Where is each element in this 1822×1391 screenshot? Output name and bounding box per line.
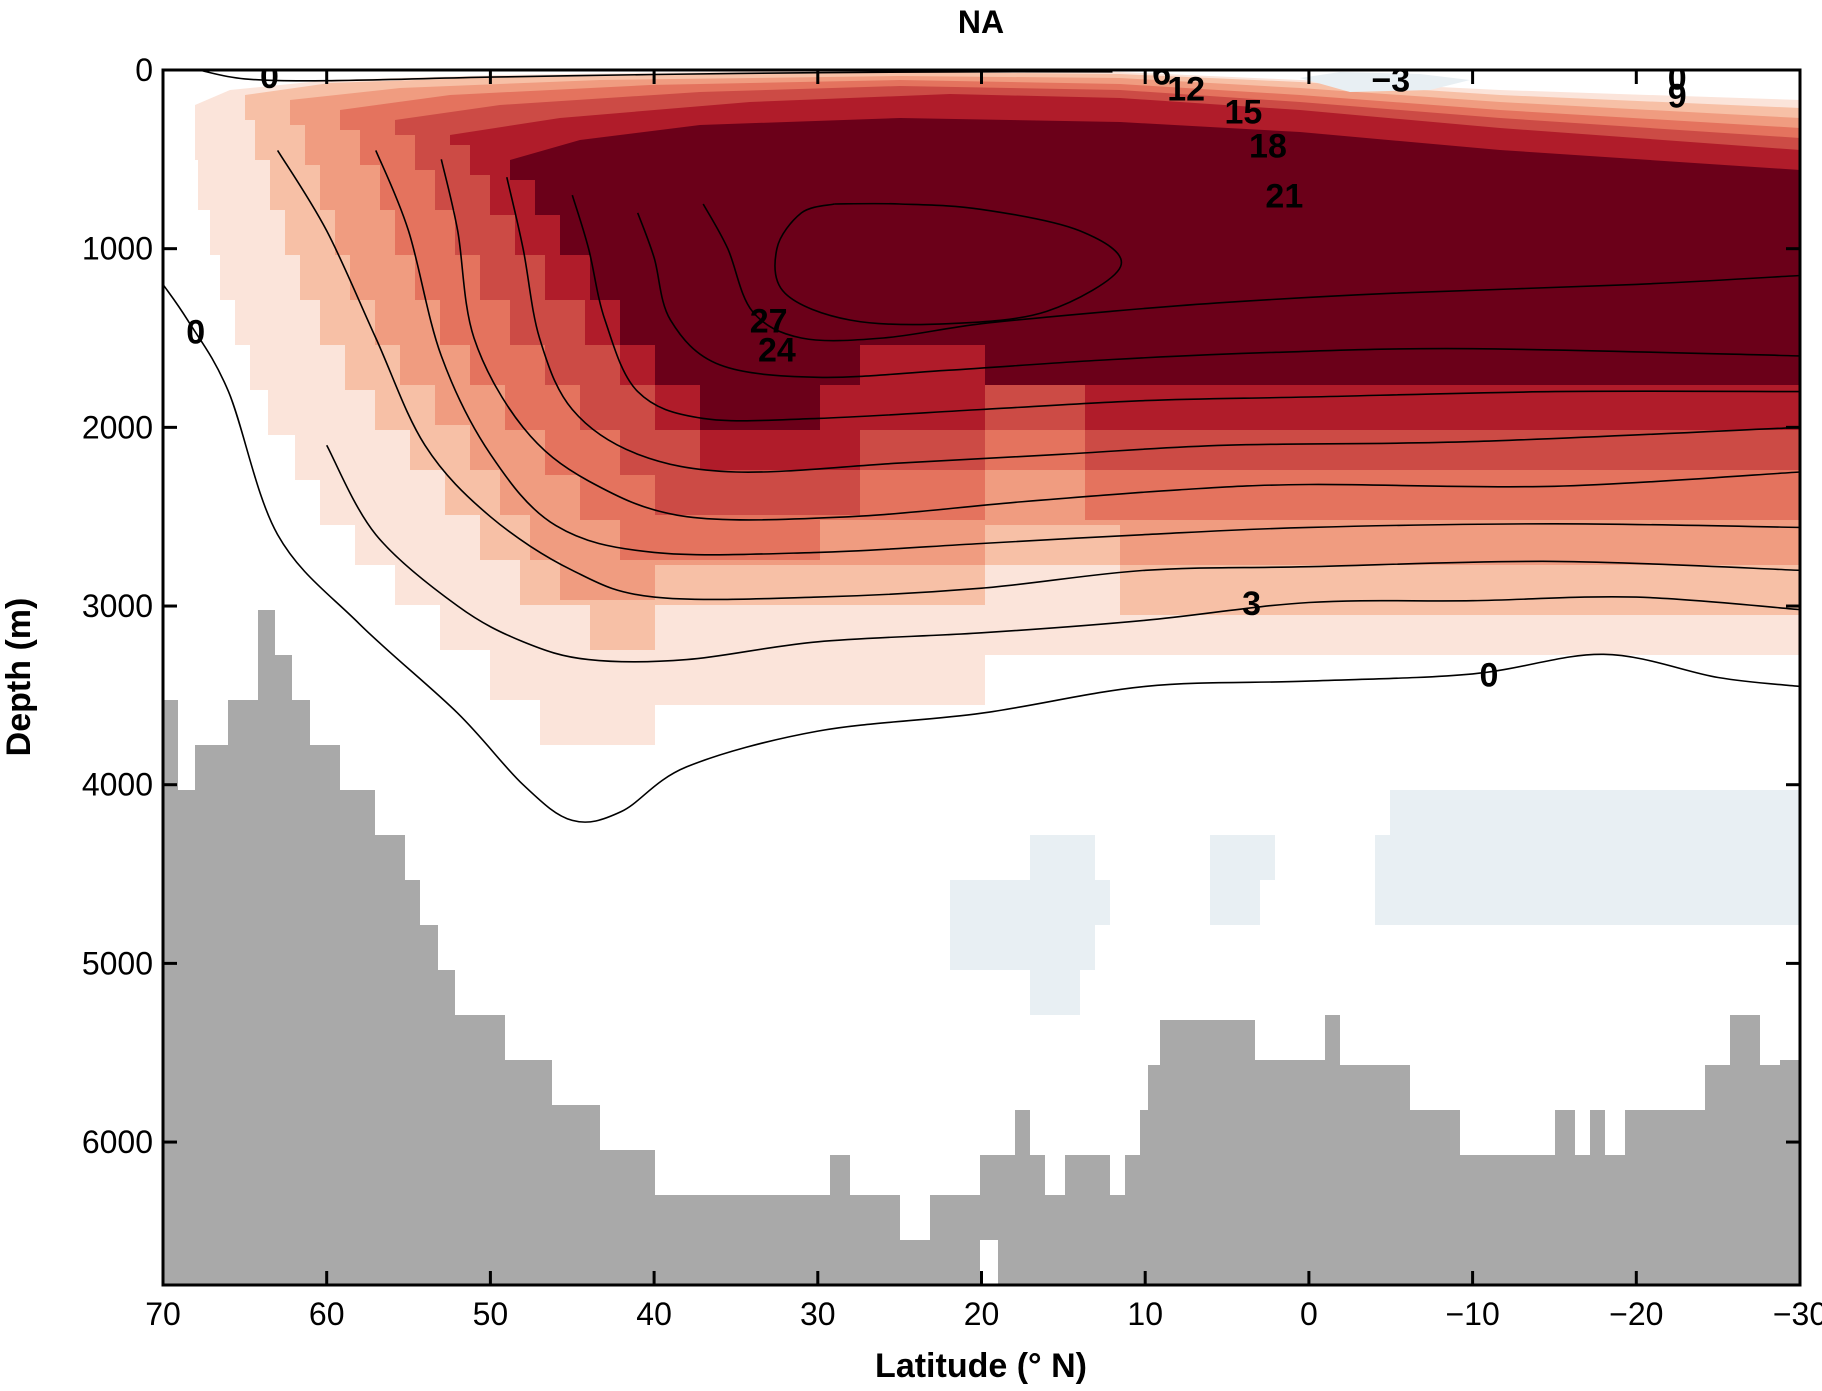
y-tick-label: 0 [135, 52, 153, 88]
x-tick-label: 20 [964, 1296, 1000, 1332]
negative-cell-deep-c [1375, 790, 1800, 925]
contour-label: 3 [1242, 585, 1261, 623]
x-tick-label: 0 [1300, 1296, 1318, 1332]
contour-label: 12 [1167, 70, 1205, 108]
contour-label: 9 [1668, 78, 1687, 116]
x-tick-label: 30 [800, 1296, 836, 1332]
contour-label: −3 [1371, 61, 1410, 99]
y-tick-label: 5000 [82, 945, 153, 981]
x-tick-label: 40 [636, 1296, 672, 1332]
contour-label: 24 [758, 331, 796, 369]
x-tick-label: −30 [1773, 1296, 1822, 1332]
x-tick-label: −10 [1445, 1296, 1499, 1332]
y-tick-label: 4000 [82, 767, 153, 803]
x-tick-label: 50 [473, 1296, 509, 1332]
contour-line-9-4 [375, 150, 1800, 556]
contour-label: 27 [750, 303, 788, 341]
x-tick-label: 70 [145, 1296, 181, 1332]
contour-label: 21 [1265, 178, 1303, 216]
x-axis-label: Latitude (° N) [875, 1347, 1087, 1385]
y-tick-label: 3000 [82, 588, 153, 624]
chart-title: NA [958, 4, 1004, 40]
contour-line-24-9 [702, 203, 1800, 342]
contour-line-12-5 [440, 159, 1800, 521]
contour-line-3-2 [325, 444, 1800, 663]
y-tick-label: 2000 [82, 409, 153, 445]
x-tick-label: 60 [309, 1296, 345, 1332]
contour-label: 0 [1480, 656, 1499, 694]
contour-line-15-6 [506, 177, 1800, 473]
contour-line-0-0 [198, 70, 1113, 82]
contour-line-0-1 [163, 283, 1800, 823]
contour-label: 0 [186, 313, 205, 351]
contour-line-27-10 [774, 202, 1123, 326]
y-axis-label: Depth (m) [0, 598, 38, 757]
x-tick-label: 10 [1127, 1296, 1163, 1332]
y-tick-label: 6000 [82, 1124, 153, 1160]
negative-cell-deep-b [1210, 835, 1275, 925]
bathymetry [163, 610, 1800, 1285]
contour-label: 18 [1249, 128, 1287, 166]
contour-label: 0 [1668, 60, 1687, 98]
contour-label: 6 [1152, 54, 1171, 92]
contour-line-21-8 [636, 212, 1800, 379]
y-tick-label: 1000 [82, 231, 153, 267]
contour-label: 0 [260, 58, 279, 96]
bathymetry-gap [980, 1240, 998, 1285]
negative-cell-surface [1300, 72, 1470, 92]
fill-band-6 [510, 118, 1800, 430]
contour-line-18-7 [571, 194, 1800, 422]
negative-cell-deep-a [950, 835, 1110, 1015]
contour-label: 15 [1225, 94, 1263, 132]
x-axis: 70 60 50 40 30 20 10 0 −10 −20 −30 [145, 70, 1822, 1332]
contour-line-6-3 [276, 149, 1800, 601]
contour-lines [163, 70, 1800, 823]
x-tick-label: −20 [1609, 1296, 1663, 1332]
